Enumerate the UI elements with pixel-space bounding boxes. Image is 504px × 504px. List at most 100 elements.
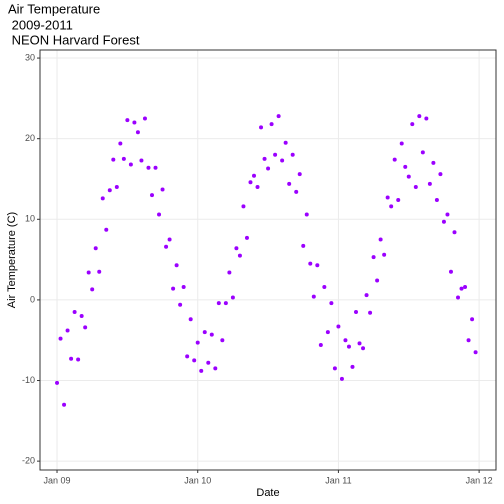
- point: [290, 152, 295, 157]
- point: [357, 341, 362, 346]
- point: [241, 204, 246, 209]
- point: [434, 197, 439, 202]
- point: [339, 376, 344, 381]
- point: [368, 310, 373, 315]
- point: [107, 188, 112, 193]
- point: [304, 212, 309, 217]
- point: [160, 187, 165, 192]
- point: [230, 295, 235, 300]
- point: [427, 181, 432, 186]
- point: [234, 246, 239, 251]
- point: [97, 269, 102, 274]
- point: [287, 181, 292, 186]
- point: [111, 157, 116, 162]
- point: [392, 157, 397, 162]
- point: [283, 140, 288, 145]
- point: [185, 354, 190, 359]
- point: [448, 269, 453, 274]
- point: [325, 330, 330, 335]
- point: [378, 237, 383, 242]
- point: [171, 286, 176, 291]
- point: [244, 235, 249, 240]
- point: [399, 141, 404, 146]
- point: [104, 227, 109, 232]
- point: [311, 294, 316, 299]
- point: [456, 295, 461, 300]
- x-tick-label: Jan 12: [466, 475, 493, 485]
- point: [164, 244, 169, 249]
- point: [237, 253, 242, 258]
- point: [227, 270, 232, 275]
- point: [65, 328, 70, 333]
- point: [259, 125, 264, 130]
- point: [346, 344, 351, 349]
- point: [125, 118, 130, 123]
- point: [336, 324, 341, 329]
- point: [135, 130, 140, 135]
- point: [269, 122, 274, 127]
- point: [438, 172, 443, 177]
- point: [167, 237, 172, 242]
- point: [206, 360, 211, 365]
- chart-title: Air Temperature 2009-2011 NEON Harvard F…: [8, 1, 140, 47]
- point: [178, 302, 183, 307]
- y-tick-label: 20: [25, 133, 35, 143]
- point: [216, 301, 221, 306]
- point: [470, 317, 475, 322]
- y-tick-label: -20: [22, 456, 35, 466]
- point: [364, 293, 369, 298]
- point: [410, 122, 415, 127]
- title-line: 2009-2011: [8, 17, 73, 32]
- point: [354, 309, 359, 314]
- title-line: Air Temperature: [8, 1, 100, 16]
- point: [202, 330, 207, 335]
- point: [389, 204, 394, 209]
- point: [466, 338, 471, 343]
- point: [318, 343, 323, 348]
- point: [153, 165, 158, 170]
- point: [142, 116, 147, 121]
- point: [220, 338, 225, 343]
- point: [192, 358, 197, 363]
- point: [181, 285, 186, 290]
- y-tick-label: 10: [25, 214, 35, 224]
- point: [55, 380, 60, 385]
- point: [118, 141, 123, 146]
- panel-border: [39, 49, 497, 471]
- plot-panel: [40, 50, 496, 470]
- point: [209, 332, 214, 337]
- point: [132, 120, 137, 125]
- y-tick-label: 0: [30, 294, 35, 304]
- y-axis-title: Air Temperature (C): [6, 212, 18, 308]
- point: [255, 185, 260, 190]
- point: [413, 185, 418, 190]
- point: [420, 150, 425, 155]
- point: [76, 357, 81, 362]
- point: [441, 219, 446, 224]
- point: [375, 278, 380, 283]
- point: [361, 346, 366, 351]
- point: [308, 261, 313, 266]
- point: [371, 255, 376, 260]
- x-axis-title: Date: [256, 487, 279, 499]
- point: [114, 185, 119, 190]
- point: [262, 156, 267, 161]
- point: [459, 286, 464, 291]
- point: [79, 314, 84, 319]
- point: [157, 212, 162, 217]
- point: [417, 114, 422, 119]
- point: [93, 246, 98, 251]
- point: [188, 317, 193, 322]
- x-tick-label: Jan 10: [184, 475, 211, 485]
- point: [62, 402, 67, 407]
- point: [174, 263, 179, 268]
- point: [146, 165, 151, 170]
- point: [382, 252, 387, 257]
- point: [297, 172, 302, 177]
- point: [58, 336, 63, 341]
- point: [385, 195, 390, 200]
- point: [128, 162, 133, 167]
- point: [315, 263, 320, 268]
- point: [424, 116, 429, 121]
